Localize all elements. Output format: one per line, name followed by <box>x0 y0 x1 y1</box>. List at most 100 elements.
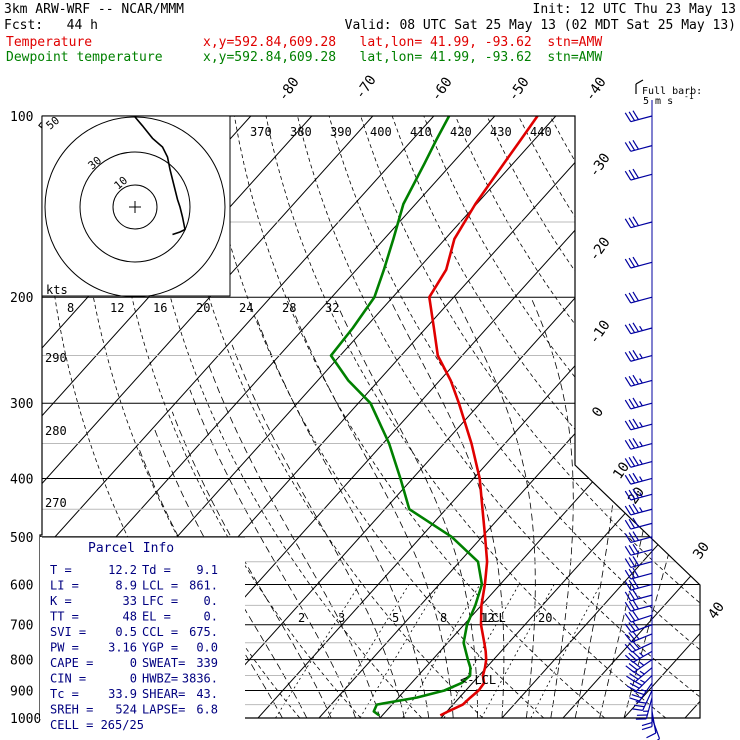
wind-barb-flag <box>628 579 636 590</box>
theta-tick-label: 390 <box>330 125 352 139</box>
parcel-info-key: Tc = <box>50 687 79 701</box>
wind-barb-flag <box>624 558 632 568</box>
wind-barb-flag <box>628 398 636 409</box>
parcel-info-title: Parcel Info <box>88 541 174 556</box>
wind-barb-half-flag <box>639 441 643 447</box>
mixing-ratio-line <box>327 584 410 718</box>
wind-barb <box>624 503 653 516</box>
wind-barb <box>626 675 653 692</box>
mixing-ratio-tick-label: 12 <box>480 611 494 625</box>
wind-barb-flag <box>624 218 632 229</box>
moist-adiabat-line <box>153 427 308 718</box>
wind-barb-staff <box>651 711 657 734</box>
wind-barb-flag <box>628 419 636 430</box>
pressure-tick-label: 700 <box>10 619 33 634</box>
parcel-info-box: Parcel Info T = 12.2 Td = 9.1 LI = 8.9 LCL = 861… <box>40 536 245 732</box>
wind-barb-flag <box>641 722 653 727</box>
wind-barb-flag <box>624 474 632 485</box>
pressure-tick-label: 1000 <box>10 712 41 727</box>
wind-barb-flag <box>641 726 653 731</box>
pressure-tick-label: 300 <box>10 397 33 412</box>
lcl-label: LCL <box>484 611 506 625</box>
pressure-tick-label: 100 <box>10 110 33 125</box>
theta-tick-label: 270 <box>45 496 67 510</box>
theta-e-tick-label: 8 <box>67 301 74 315</box>
parcel-info-value: 3836. <box>182 672 218 686</box>
parcel-info-value: 861. <box>189 579 218 593</box>
wind-barb <box>624 650 653 663</box>
wind-barb-flag <box>632 620 640 630</box>
parcel-info-key: CCL = <box>142 625 178 639</box>
wind-barb <box>624 567 653 580</box>
dry-adiabat-line <box>297 116 700 718</box>
parcel-info-value: 9.1 <box>196 563 218 577</box>
isotherm-tick-label: -70 <box>352 72 380 102</box>
dewpoint-location-text: x,y=592.84,609.28 lat,lon= 41.99, -93.62… <box>203 50 603 65</box>
wind-barb-flag <box>628 544 636 555</box>
isotherm-line <box>40 116 435 718</box>
wind-barb-flag <box>628 518 636 529</box>
wind-barb-flag <box>629 673 639 680</box>
wind-barbs: Full barb:5 m s -1 <box>624 79 702 740</box>
theta-tick-label: 420 <box>450 125 472 139</box>
dewpoint-legend-label: Dewpoint temperature <box>6 50 163 65</box>
moist-adiabat-line <box>255 315 430 718</box>
wind-barb-flag <box>628 504 636 515</box>
isotherm-line <box>684 116 700 718</box>
wind-barb <box>624 168 653 181</box>
wind-barb-flag <box>632 374 639 385</box>
barb-legend: Full barb:5 m s -1 <box>635 79 702 107</box>
wind-barb-flag <box>632 630 640 640</box>
wind-barb-flag <box>632 599 639 610</box>
parcel-info-key: LFC = <box>142 594 178 608</box>
isotherm-line <box>501 116 700 718</box>
wind-barb <box>624 543 653 556</box>
moist-adiabat-line <box>189 389 356 718</box>
wind-barb <box>624 610 653 623</box>
wind-barb <box>624 110 653 123</box>
wind-barb-flag <box>628 557 636 567</box>
parcel-info-key: CAPE = <box>50 656 93 670</box>
parcel-info-key: SHEAR= <box>142 687 185 701</box>
lcl-label: <-LCL <box>460 673 496 687</box>
wind-barb-flag <box>632 168 639 179</box>
mixing-ratio-tick-label: 2 <box>298 611 305 625</box>
wind-barb <box>624 349 653 362</box>
parcel-info-key: SWEAT= <box>142 656 185 670</box>
mixing-ratio-tick-label: 3 <box>338 611 345 625</box>
parcel-info-value: 0. <box>204 610 218 624</box>
isotherm-tick-label: -80 <box>275 74 303 104</box>
wind-barb-flag <box>632 708 643 711</box>
parcel-info-value: 524 <box>115 703 137 717</box>
dry-adiabat-line <box>676 116 700 718</box>
parcel-info-value: 0 <box>130 656 137 670</box>
wind-barb-half-flag <box>639 492 643 498</box>
parcel-info-key: TT = <box>50 610 79 624</box>
theta-e-tick-label: 16 <box>153 301 167 315</box>
wind-barb <box>651 717 661 740</box>
isotherm-tick-label: -10 <box>586 317 614 347</box>
barb-legend-line2: 5 m s <box>643 96 673 107</box>
wind-barb-flag <box>625 665 635 673</box>
wind-barb-flag <box>628 217 636 227</box>
pressure-tick-label: 900 <box>10 684 33 699</box>
wind-barb-half-flag <box>639 670 645 675</box>
moist-adiabat-line <box>574 297 620 718</box>
wind-barb-flag <box>633 690 645 696</box>
parcel-info-value: 8.9 <box>115 579 137 593</box>
wind-barb <box>624 455 653 468</box>
wind-barb-flag <box>632 567 639 578</box>
parcel-info-key: YGP = <box>142 641 178 655</box>
parcel-info-value: 12.2 <box>108 563 137 577</box>
theta-e-tick-label: 12 <box>110 301 124 315</box>
wind-barb-flag <box>624 440 632 450</box>
wind-barb-staff <box>630 614 653 623</box>
theta-tick-label: 380 <box>290 125 312 139</box>
plot-frame <box>39 115 701 719</box>
wind-barb-flag <box>632 397 639 408</box>
forecast-hour: Fcst: 44 h <box>4 18 98 33</box>
wind-barb-flag <box>632 455 639 466</box>
dry-adiabat-line <box>581 116 700 718</box>
wind-barb-flag <box>624 376 632 387</box>
